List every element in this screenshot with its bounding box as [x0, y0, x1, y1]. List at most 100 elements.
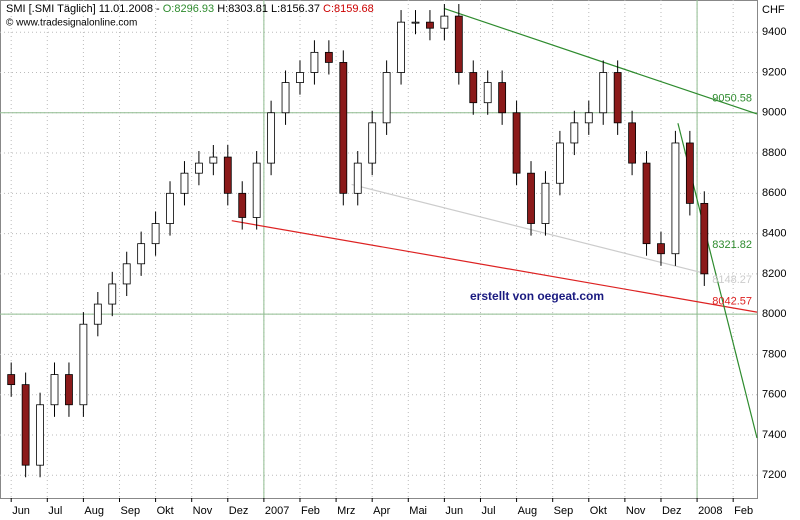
candle-body [483, 82, 492, 104]
candle-body [151, 223, 160, 245]
candle-body [209, 156, 218, 164]
candle-body [36, 404, 44, 466]
y-axis-label: CHF [762, 4, 785, 16]
x-tick-label: Nov [626, 505, 646, 517]
candle-body [21, 384, 30, 466]
x-tick-label: Okt [590, 505, 607, 517]
symbol: SMI [.SMI Täglich] 11.01.2008 - [6, 3, 160, 15]
candle-body [79, 323, 88, 406]
trend-label: 8042.57 [712, 295, 752, 307]
x-tick-label: Jun [12, 505, 30, 517]
y-tick-label: 8800 [762, 147, 786, 159]
x-tick-label: Sep [554, 505, 574, 517]
candle-body [238, 192, 247, 218]
x-tick-label: Feb [301, 505, 320, 517]
candle-body [628, 122, 636, 164]
candle-body [93, 303, 102, 325]
candle-body [411, 21, 420, 24]
candle-body [599, 72, 608, 114]
x-tick-label: Jul [48, 505, 62, 517]
header: SMI [.SMI Täglich] 11.01.2008 - O:8296.9… [6, 3, 374, 15]
copyright: © www.tradesignalonline.com [6, 18, 137, 29]
y-tick-label: 8000 [762, 308, 786, 320]
candle-body [65, 374, 73, 406]
candle-body [527, 172, 535, 224]
y-tick-label: 8600 [762, 187, 786, 199]
trend-line [231, 220, 758, 313]
candle-body [671, 142, 680, 255]
candle-body [108, 283, 117, 305]
y-tick-label: 7800 [762, 348, 786, 360]
y-tick-label: 9400 [762, 26, 786, 38]
y-tick-label: 9000 [762, 107, 786, 119]
candle-body [137, 243, 146, 265]
plot-frame [0, 0, 758, 499]
x-tick-label: Apr [373, 505, 390, 517]
candle-body [296, 72, 304, 83]
x-tick-label: Okt [157, 505, 174, 517]
y-tick-label: 8400 [762, 228, 786, 240]
candle-body [166, 192, 174, 224]
candle-body [252, 162, 261, 218]
x-tick-label: Jun [445, 505, 463, 517]
candle-body [642, 162, 651, 245]
y-tick-label: 7200 [762, 469, 786, 481]
candle-body [657, 243, 665, 255]
trend-line [351, 183, 706, 275]
x-tick-label: Feb [734, 505, 753, 517]
candle-body [469, 72, 478, 104]
close-label: C: [323, 3, 334, 15]
candle-body [180, 172, 189, 194]
candle-body [440, 15, 449, 29]
trend-label: 9050.58 [712, 92, 752, 104]
x-tick-label: 2007 [265, 505, 289, 517]
candle-body [584, 112, 593, 124]
candle-body [324, 51, 333, 63]
candle-body [50, 374, 59, 406]
candle-body [700, 202, 709, 275]
x-tick-label: Aug [518, 505, 538, 517]
candle-body [512, 112, 521, 174]
low: 8156.37 [280, 3, 320, 15]
x-tick-label: Sep [120, 505, 140, 517]
candle-body [353, 162, 362, 194]
candle-body [368, 122, 377, 164]
candle-body [454, 15, 463, 73]
candle-body [281, 82, 290, 114]
candle-body [685, 142, 694, 204]
candle-body [223, 156, 232, 194]
y-tick-label: 9200 [762, 66, 786, 78]
y-tick-label: 8200 [762, 268, 786, 280]
trend-label: 8148.27 [712, 274, 752, 286]
x-tick-label: 2008 [698, 505, 722, 517]
candle-body [498, 82, 507, 114]
candle-body [339, 62, 348, 194]
candle-body [570, 122, 579, 144]
x-tick-label: Aug [84, 505, 104, 517]
x-tick-label: Nov [193, 505, 213, 517]
open-label: O: [163, 3, 175, 15]
candle-body [613, 72, 622, 124]
x-tick-label: Mrz [337, 505, 355, 517]
y-tick-label: 7600 [762, 389, 786, 401]
x-tick-label: Jul [481, 505, 495, 517]
candle-body [267, 112, 276, 164]
candle-body [426, 21, 434, 29]
x-tick-label: Dez [662, 505, 682, 517]
candle-body [310, 51, 319, 73]
x-tick-label: Mai [409, 505, 427, 517]
annotation: erstellt von oegeat.com [470, 289, 604, 303]
open: 8296.93 [174, 3, 214, 15]
candle-body [541, 182, 550, 224]
high: 8303.81 [228, 3, 268, 15]
candle-body [7, 374, 16, 386]
low-label: L: [271, 3, 280, 15]
high-label: H: [217, 3, 228, 15]
trend-label: 8321.82 [712, 239, 752, 251]
candle-body [397, 21, 405, 73]
candle-body [195, 162, 203, 174]
y-tick-label: 7400 [762, 429, 786, 441]
close: 8159.68 [334, 3, 374, 15]
candle-body [122, 263, 131, 285]
x-tick-label: Dez [229, 505, 249, 517]
